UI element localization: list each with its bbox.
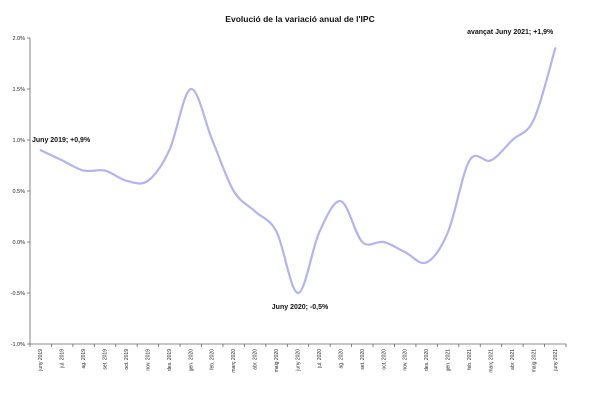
x-tick-label: nov. 2019 xyxy=(145,349,151,371)
data-point xyxy=(425,261,427,263)
data-point xyxy=(383,241,385,243)
x-tick-label: juny 2020 xyxy=(296,349,302,372)
data-point xyxy=(168,149,170,151)
y-axis-ticks: 2.0% 1.5% 1.0% 0.5% 0.0% -0.5% -1.0% xyxy=(11,36,30,348)
data-point xyxy=(447,231,449,233)
y-tick-label: 1.5% xyxy=(12,87,25,93)
data-point xyxy=(490,159,492,161)
x-tick-label: maig 2020 xyxy=(274,349,280,373)
x-tick-label: set. 2020 xyxy=(360,349,366,370)
y-tick-label: 0.0% xyxy=(12,240,25,246)
x-tick-label: març 2021 xyxy=(488,349,494,373)
annotation-label: Juny 2019; +0,9% xyxy=(32,137,91,144)
x-tick-label: abr. 2020 xyxy=(253,349,259,370)
data-point xyxy=(211,139,213,141)
data-point xyxy=(468,159,470,161)
chart-axes xyxy=(29,38,566,345)
data-point xyxy=(318,231,320,233)
data-point xyxy=(554,47,556,49)
x-tick-label: ag. 2020 xyxy=(338,349,344,369)
data-point xyxy=(125,180,127,182)
x-tick-label: gen. 2021 xyxy=(446,349,452,371)
annotation-label: avançat Juny 2021; +1,9% xyxy=(467,29,554,36)
data-point xyxy=(340,200,342,202)
x-tick-label: nov. 2020 xyxy=(403,349,409,371)
y-tick-label: 1.0% xyxy=(12,138,25,144)
data-point xyxy=(297,292,299,294)
data-point xyxy=(61,159,63,161)
x-tick-label: des. 2020 xyxy=(424,349,430,371)
annotation-label: Juny 2020; -0,5% xyxy=(272,304,329,311)
data-point xyxy=(511,139,513,141)
y-tick-label: 0.5% xyxy=(12,189,25,195)
y-tick-label: -1.0% xyxy=(11,342,25,348)
x-tick-label: oct. 2019 xyxy=(124,349,130,370)
x-tick-label: juny 2019 xyxy=(38,349,44,372)
data-point xyxy=(232,190,234,192)
x-tick-label: març 2020 xyxy=(231,349,237,373)
series-layer xyxy=(39,47,557,295)
x-tick-label: gen. 2020 xyxy=(188,349,194,371)
x-tick-label: des. 2019 xyxy=(167,349,173,371)
data-point xyxy=(147,180,149,182)
x-axis-ticks: juny 2019 jul. 2019 ag. 2019 set. 2019 oct. … xyxy=(29,344,567,373)
data-point xyxy=(361,241,363,243)
data-point xyxy=(404,251,406,253)
series-line xyxy=(39,47,557,295)
x-tick-label: set. 2019 xyxy=(103,349,109,370)
y-tick-label: 2.0% xyxy=(12,36,25,42)
x-tick-label: juny 2021 xyxy=(553,349,559,372)
data-point xyxy=(533,118,535,120)
x-tick-label: oct. 2020 xyxy=(381,349,387,370)
chart-title: Evolució de la variació anual de l'IPC xyxy=(225,14,375,24)
x-tick-label: feb. 2021 xyxy=(467,349,473,370)
x-tick-label: abr. 2021 xyxy=(510,349,516,370)
x-tick-label: ag. 2019 xyxy=(81,349,87,369)
data-point xyxy=(275,231,277,233)
annotations-layer: Juny 2019; +0,9% Juny 2020; -0,5% avançat … xyxy=(32,29,554,311)
x-tick-label: feb. 2020 xyxy=(210,349,216,370)
y-tick-label: -0.5% xyxy=(11,291,25,297)
data-point xyxy=(254,210,256,212)
x-tick-label: jul. 2020 xyxy=(317,349,323,369)
data-point xyxy=(40,149,42,151)
data-point xyxy=(104,169,106,171)
data-point xyxy=(190,88,192,90)
x-tick-label: jul. 2019 xyxy=(60,349,66,369)
data-point xyxy=(82,169,84,171)
x-tick-label: maig 2021 xyxy=(531,349,537,373)
